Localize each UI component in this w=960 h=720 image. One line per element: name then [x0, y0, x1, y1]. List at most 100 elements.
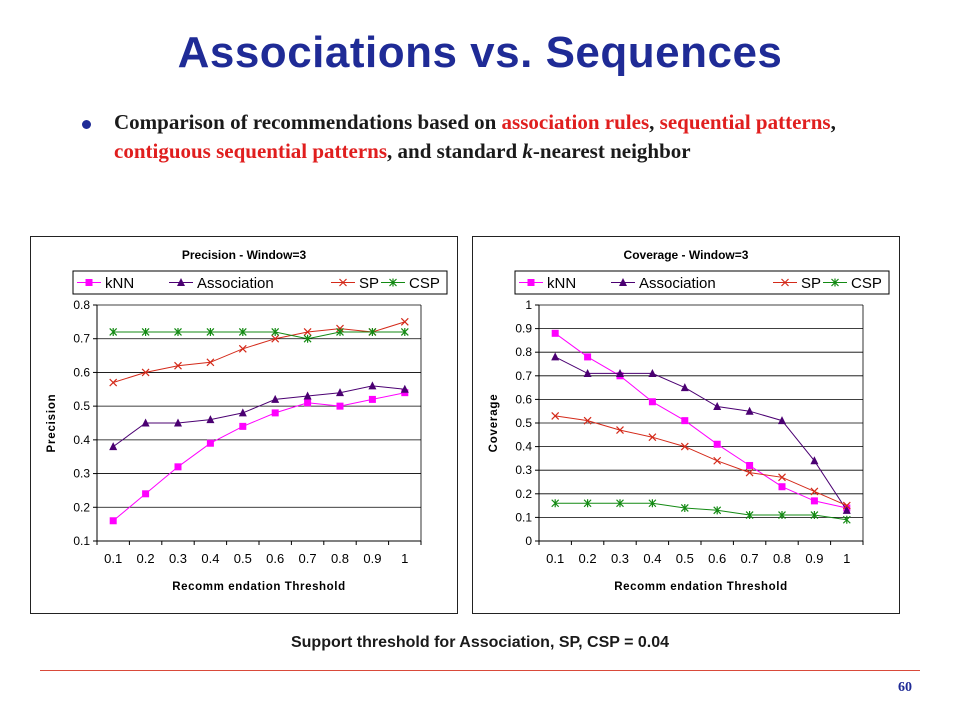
- data-point: [238, 327, 247, 336]
- data-point: [681, 417, 689, 425]
- data-point: [648, 433, 657, 442]
- series-line: [113, 331, 405, 340]
- bullet-text: Comparison of recommendations based on a…: [114, 108, 882, 166]
- x-tick-label: 0.4: [643, 551, 661, 566]
- x-tick-label: 0.1: [546, 551, 564, 566]
- series-knn: [551, 329, 851, 512]
- y-tick-label: 0.1: [515, 510, 532, 524]
- data-point: [713, 506, 722, 515]
- series-line: [555, 502, 847, 521]
- data-point: [810, 511, 819, 520]
- x-tick-label: 0.2: [137, 551, 155, 566]
- coverage-chart-frame: Coverage - Window=3 kNN Association SP CSP 0 0…: [472, 236, 900, 614]
- data-point: [713, 440, 721, 448]
- data-point: [206, 327, 215, 336]
- data-point: [336, 327, 344, 336]
- page-number: 60: [898, 680, 912, 695]
- data-point: [400, 327, 409, 336]
- y-tick-label: 0.8: [515, 345, 532, 359]
- y-tick-label: 0.4: [73, 433, 90, 447]
- precision-chart-frame: Precision - Window=3 kNN Association SP CSP 0…: [30, 236, 458, 614]
- data-point: [271, 327, 280, 336]
- data-point: [778, 511, 786, 520]
- data-point: [271, 394, 280, 403]
- y-tick-label: 0.8: [73, 298, 90, 312]
- legend-label: SP: [801, 275, 821, 292]
- y-tick-label: 0.5: [515, 416, 532, 430]
- x-tick-label: 0.6: [708, 551, 726, 566]
- data-point: [713, 456, 722, 465]
- data-point: [616, 499, 624, 508]
- data-point: [583, 368, 592, 377]
- data-point: [174, 361, 182, 370]
- y-tick-label: 0.6: [515, 392, 532, 406]
- y-tick-label: 0: [525, 534, 532, 548]
- data-point: [142, 490, 150, 498]
- x-tick-label: 0.2: [579, 551, 597, 566]
- term-association-rules: association rules: [501, 110, 650, 134]
- legend-marker: [389, 278, 397, 287]
- data-point: [745, 406, 754, 415]
- data-point: [304, 399, 312, 407]
- legend-box: [514, 270, 890, 295]
- legend-marker: [619, 278, 627, 286]
- data-point: [810, 456, 819, 465]
- legend-label: Association: [197, 275, 274, 292]
- slide-title: Associations vs. Sequences: [177, 28, 783, 77]
- footer-divider: [40, 670, 920, 671]
- data-point: [551, 329, 559, 337]
- x-axis-label: Recomm endation Threshold: [172, 581, 345, 593]
- data-point: [368, 381, 377, 390]
- data-point: [109, 442, 118, 451]
- data-point: [745, 511, 754, 520]
- x-tick-label: 1: [843, 551, 850, 566]
- data-point: [271, 409, 279, 417]
- data-point: [746, 461, 754, 469]
- series-csp: [109, 327, 409, 343]
- precision-chart: Precision - Window=3 kNN Association SP CSP 0…: [46, 248, 448, 593]
- x-tick-label: 0.5: [234, 551, 252, 566]
- data-point: [174, 327, 182, 336]
- series-association: [109, 381, 409, 451]
- data-point: [174, 418, 182, 427]
- data-point: [745, 468, 754, 477]
- data-point: [584, 353, 592, 361]
- data-point: [303, 391, 312, 400]
- legend-label: kNN: [105, 275, 134, 292]
- data-point: [551, 411, 560, 420]
- bullet-text-part: Comparison of recommendations based on: [114, 110, 502, 134]
- y-tick-label: 0.4: [515, 440, 532, 454]
- data-point: [400, 384, 409, 393]
- legend-box: [72, 270, 448, 295]
- data-point: [551, 352, 560, 361]
- bullet-text-part: -nearest neighbor: [532, 139, 691, 163]
- x-tick-label: 0.3: [611, 551, 629, 566]
- legend: kNN Association SP CSP: [72, 270, 448, 295]
- y-tick-label: 0.6: [73, 365, 90, 379]
- series-line: [112, 385, 405, 448]
- bullet-dot-icon: [82, 120, 91, 129]
- data-point: [583, 499, 592, 508]
- legend-label: kNN: [547, 275, 576, 292]
- chart-title: Coverage - Window=3: [624, 248, 749, 262]
- grid: 0 0.1 0.2 0.3 0.4 0.5 0.6 0.7 0.8 0.9 1: [515, 298, 863, 548]
- data-point: [109, 327, 118, 336]
- bullet-text-part: ,: [830, 110, 836, 134]
- data-point: [303, 334, 312, 343]
- data-point: [141, 418, 150, 427]
- x-tick-label: 0.7: [741, 551, 759, 566]
- data-point: [616, 426, 624, 435]
- legend-label: Association: [639, 275, 716, 292]
- y-tick-label: 0.9: [515, 322, 532, 336]
- term-k: k: [522, 139, 533, 163]
- series-sp: [551, 411, 851, 510]
- data-point: [616, 368, 624, 377]
- legend-label: CSP: [851, 275, 882, 292]
- series-line: [113, 321, 405, 383]
- term-sequential-patterns: sequential patterns: [659, 110, 831, 134]
- x-tick-label: 0.4: [201, 551, 219, 566]
- x-tick-label: 0.6: [266, 551, 284, 566]
- x-tick-label: 0.1: [104, 551, 122, 566]
- data-point: [109, 517, 117, 525]
- legend-marker: [177, 278, 185, 286]
